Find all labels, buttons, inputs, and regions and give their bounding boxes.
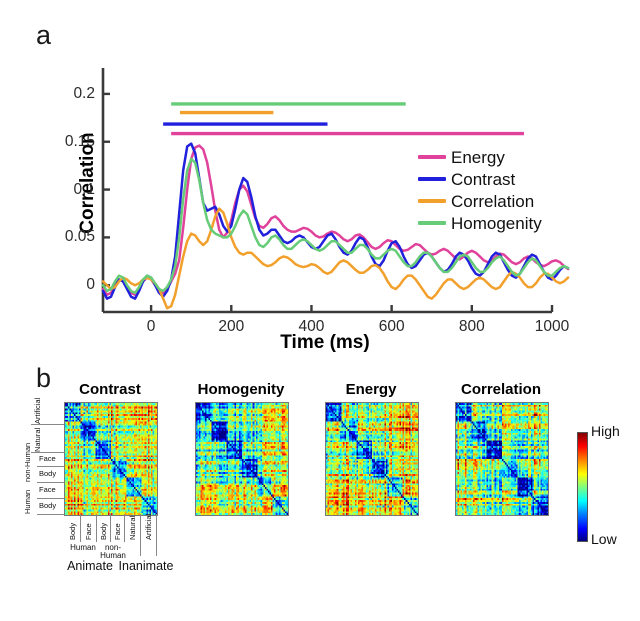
row-divider: [37, 482, 64, 483]
colorbar-low-label: Low: [591, 531, 617, 547]
x-tick-label: 800: [458, 318, 485, 335]
rdm-matrix-energy: [325, 402, 419, 516]
matrix-title-homogenity: Homogenity: [197, 381, 285, 398]
legend-label: Contrast: [451, 169, 516, 189]
row-divider: [37, 498, 64, 499]
x-tick-label: 200: [218, 318, 245, 335]
rdm-matrix-homogenity: [195, 402, 289, 516]
matrix-title-energy: Energy: [345, 381, 397, 398]
row-label-1: Natural: [33, 427, 42, 452]
x-axis-label: Time (ms): [280, 332, 370, 353]
rdm-panel: Contrast Homogenity Energy Correlation Arti…: [0, 360, 640, 621]
matrix-title-contrast: Contrast: [79, 381, 141, 398]
y-tick-label: 0.15: [64, 132, 95, 150]
legend-label: Homogenity: [451, 213, 542, 233]
legend-item-correlation: Correlation: [418, 190, 542, 212]
colorbar-group: High Low: [577, 423, 620, 547]
row-label-5: Body: [39, 501, 57, 510]
super-label-0: Animate: [67, 559, 113, 573]
x-tick-label: 1000: [534, 318, 570, 335]
row-divider: [37, 514, 64, 515]
legend-swatch: [418, 155, 446, 159]
plot-canvas: [101, 68, 570, 314]
row-group-label-0: non-Human: [23, 442, 32, 482]
legend-swatch: [418, 221, 446, 225]
legend-label: Energy: [451, 147, 505, 167]
series-line-homogenity: [101, 157, 570, 295]
colorbar: [577, 432, 588, 542]
col-divider: [80, 514, 81, 542]
row-divider: [31, 424, 64, 425]
col-divider: [96, 514, 97, 542]
col-divider: [140, 514, 141, 556]
row-group-label-1: Human: [23, 489, 32, 514]
col-divider: [156, 514, 157, 556]
legend-label: Correlation: [451, 191, 535, 211]
legend-swatch: [418, 177, 446, 181]
panel-b-label: b: [36, 363, 52, 393]
col-group-label-0: Human: [70, 543, 96, 552]
x-tick-label: 400: [298, 318, 325, 335]
series-line-contrast: [101, 142, 570, 300]
col-label-3: Face: [113, 523, 122, 540]
row-label-2: Face: [39, 454, 56, 463]
col-label-0: Body: [68, 522, 77, 540]
row-divider: [37, 466, 64, 467]
legend-item-contrast: Contrast: [418, 168, 542, 190]
col-label-1: Face: [84, 523, 93, 540]
plot-legend: Energy Contrast Correlation Homogenity: [418, 146, 542, 234]
matrix-title-correlation: Correlation: [460, 381, 541, 398]
rdm-matrix-correlation: [455, 402, 549, 516]
row-divider: [31, 452, 64, 453]
super-label-1: Inanimate: [118, 559, 174, 573]
timecourse-plot: Correlation Time (ms) 0 0.05 0.1 0.15 0.2 0 20…: [0, 60, 640, 360]
legend-item-homogenity: Homogenity: [418, 212, 542, 234]
legend-swatch: [418, 199, 446, 203]
y-tick-label: 0.1: [73, 180, 95, 198]
series-line-correlation: [101, 207, 570, 310]
y-tick-label: 0.2: [73, 84, 95, 102]
y-tick-label: 0.05: [64, 228, 95, 246]
x-tick-label: 600: [378, 318, 405, 335]
y-tick-label: 0: [86, 276, 95, 294]
panel-a-label: a: [36, 20, 52, 50]
col-group-label-1: non-Human: [100, 543, 126, 560]
x-tick-label: 0: [146, 318, 156, 335]
col-label-4: Natural: [128, 515, 137, 540]
rdm-matrix-contrast: [64, 402, 158, 516]
row-label-3: Body: [39, 469, 57, 478]
col-divider: [124, 514, 125, 542]
row-label-4: Face: [39, 485, 56, 494]
legend-item-energy: Energy: [418, 146, 542, 168]
col-divider: [110, 514, 111, 542]
colorbar-high-label: High: [591, 423, 620, 439]
col-label-2: Body: [99, 522, 108, 540]
row-label-0: Artificial: [33, 397, 42, 424]
col-label-5: Artificial: [144, 513, 153, 540]
